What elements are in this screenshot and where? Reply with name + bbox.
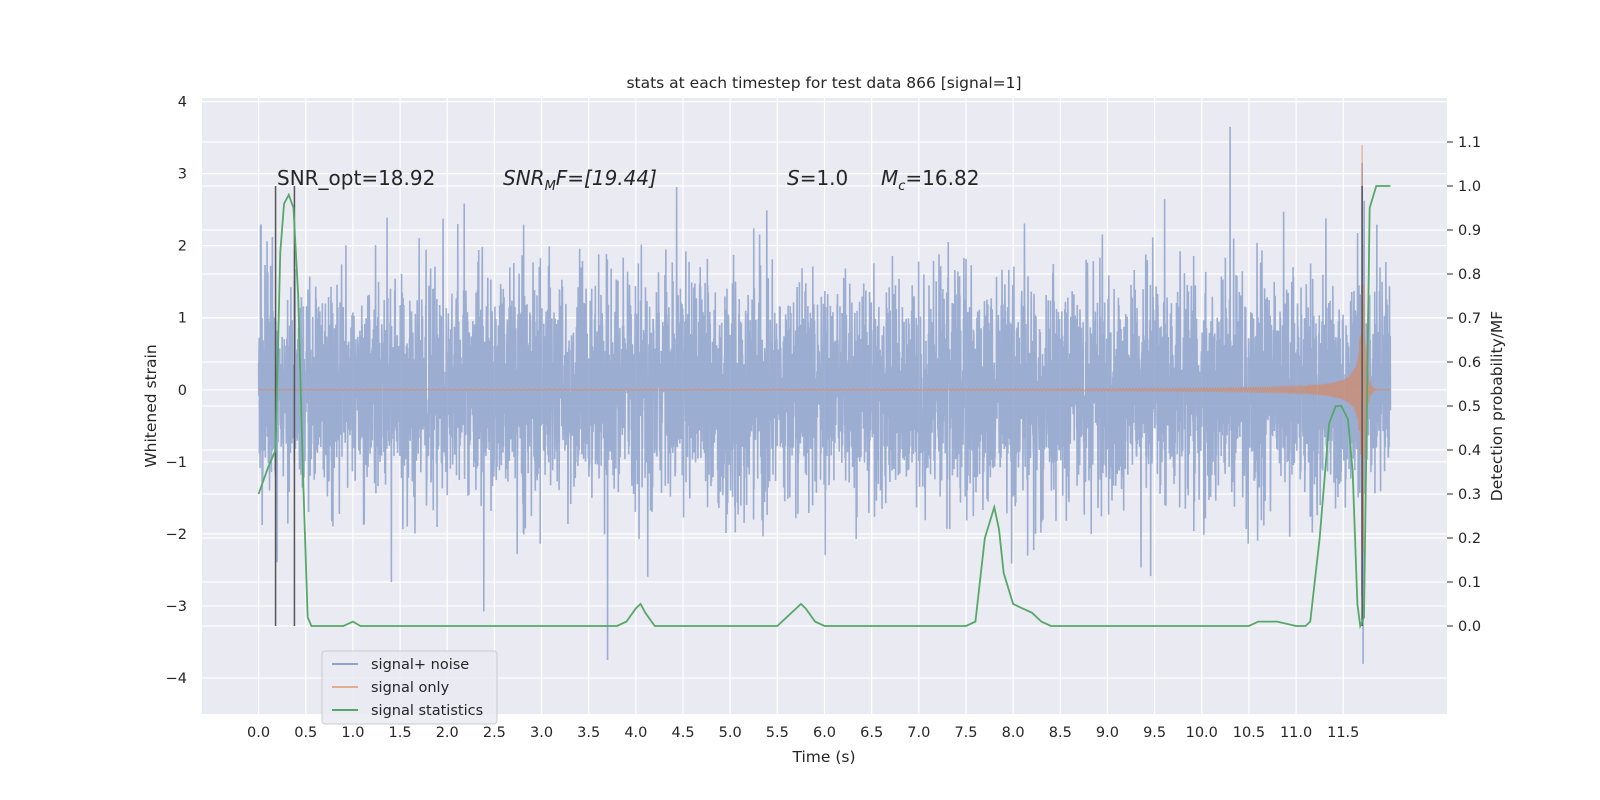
y-axis-label: Whitened strain xyxy=(142,344,160,467)
right-tick-label: 0.4 xyxy=(1458,443,1481,459)
annotation-mc: Mc=16.82 xyxy=(881,166,979,194)
x-tick-label: 9.5 xyxy=(1143,725,1166,741)
right-tick-label: 0.1 xyxy=(1458,575,1481,591)
vertical-markers xyxy=(274,186,1363,626)
annotations: SNR_opt=18.92 SNRMF=[19.44] S=1.0 Mc=16.… xyxy=(277,166,979,194)
x-tick-label: 4.0 xyxy=(624,725,647,741)
annotation-snr-mf-rest: F=[19.44] xyxy=(556,166,657,190)
legend-box xyxy=(321,650,498,725)
annotation-snr-mf-sub: M xyxy=(545,179,556,194)
x-tick-label: 8.5 xyxy=(1049,725,1072,741)
x-tick-label: 11.5 xyxy=(1327,725,1359,741)
x-tick-label: 4.5 xyxy=(671,725,694,741)
y-tick-label: 1 xyxy=(178,311,187,327)
right-tick-label: 0.7 xyxy=(1458,311,1481,327)
annotation-snr-mf: SNRMF=[19.44] xyxy=(503,166,657,194)
x-axis-label: Time (s) xyxy=(791,748,855,766)
annotation-mc-main: M xyxy=(881,166,898,190)
x-tick-label: 9.0 xyxy=(1096,725,1119,741)
y-tick-label: 0 xyxy=(178,383,187,399)
x-tick-label: 3.0 xyxy=(530,725,553,741)
line-signal-plus-noise xyxy=(257,126,1392,664)
right-tick-label: 0.6 xyxy=(1458,355,1481,371)
right-tick-label: 0.5 xyxy=(1458,399,1481,415)
annotation-s-main: S xyxy=(787,166,800,190)
y-tick-label: −3 xyxy=(166,599,187,615)
chart-title: stats at each timestep for test data 866… xyxy=(626,74,1021,92)
x-tick-label: 6.0 xyxy=(813,725,836,741)
annotation-mc-rest: =16.82 xyxy=(905,166,979,190)
right-axis-label: Detection probability/MF xyxy=(1488,311,1506,502)
x-tick-label: 6.5 xyxy=(860,725,883,741)
annotation-mc-sub: c xyxy=(898,179,905,194)
right-tick-label: 0.3 xyxy=(1458,487,1481,503)
x-tick-label: 1.5 xyxy=(389,725,412,741)
x-tick-label: 3.5 xyxy=(577,725,600,741)
x-tick-label: 0.0 xyxy=(247,725,270,741)
x-tick-label: 2.5 xyxy=(483,725,506,741)
x-tick-label: 7.0 xyxy=(907,725,930,741)
x-tick-label: 5.0 xyxy=(719,725,742,741)
y-tick-label: −1 xyxy=(166,455,187,471)
x-tick-label: 2.0 xyxy=(436,725,459,741)
right-tick-label: 0.8 xyxy=(1458,267,1481,283)
y-tick-label: 3 xyxy=(178,167,187,183)
right-tick-label: 0.0 xyxy=(1458,619,1481,635)
line-signal-statistics xyxy=(257,185,1391,630)
annotation-snr-mf-main: SNR xyxy=(503,166,545,190)
x-tick-label: 10.5 xyxy=(1233,725,1265,741)
x-axis-ticks: 0.0 0.5 1.0 1.5 2.0 2.5 3.0 3.5 4.0 4.5 5.0 5.5 6.0 6… xyxy=(247,725,1359,741)
right-tick-label: 0.9 xyxy=(1458,223,1481,239)
right-axis-ticks: 0.0 0.1 0.2 0.3 0.4 0.5 0.6 0.7 0.8 0.9 1.0 1.1 xyxy=(1447,135,1481,635)
annotation-snr-opt: SNR_opt=18.92 xyxy=(277,166,435,190)
x-tick-label: 0.5 xyxy=(294,725,317,741)
x-tick-label: 8.0 xyxy=(1002,725,1025,741)
series-signal-only xyxy=(258,144,1391,553)
x-tick-label: 10.0 xyxy=(1186,725,1218,741)
legend-label-stats: signal statistics xyxy=(371,703,483,719)
series-signal-plus-noise xyxy=(257,126,1392,664)
x-tick-label: 11.0 xyxy=(1280,725,1312,741)
x-tick-label: 1.0 xyxy=(341,725,364,741)
y-axis-ticks: −4 −3 −2 −1 0 1 2 3 4 xyxy=(166,95,187,687)
y-tick-label: −2 xyxy=(166,527,187,543)
y-tick-label: 4 xyxy=(178,95,187,111)
x-tick-label: 5.5 xyxy=(766,725,789,741)
annotation-s-rest: =1.0 xyxy=(800,166,849,190)
line-signal-only xyxy=(258,144,1391,553)
right-tick-label: 1.1 xyxy=(1458,135,1481,151)
series-signal-statistics xyxy=(257,185,1391,630)
x-tick-label: 7.5 xyxy=(954,725,977,741)
right-tick-label: 0.2 xyxy=(1458,531,1481,547)
legend-label-signal: signal only xyxy=(371,680,450,696)
y-tick-label: −4 xyxy=(166,671,187,687)
right-tick-label: 1.0 xyxy=(1458,179,1481,195)
legend: signal+ noise signal only signal statist… xyxy=(321,650,498,725)
legend-label-noise: signal+ noise xyxy=(371,657,469,673)
annotation-s: S=1.0 xyxy=(787,166,848,190)
y-tick-label: 2 xyxy=(178,239,187,255)
